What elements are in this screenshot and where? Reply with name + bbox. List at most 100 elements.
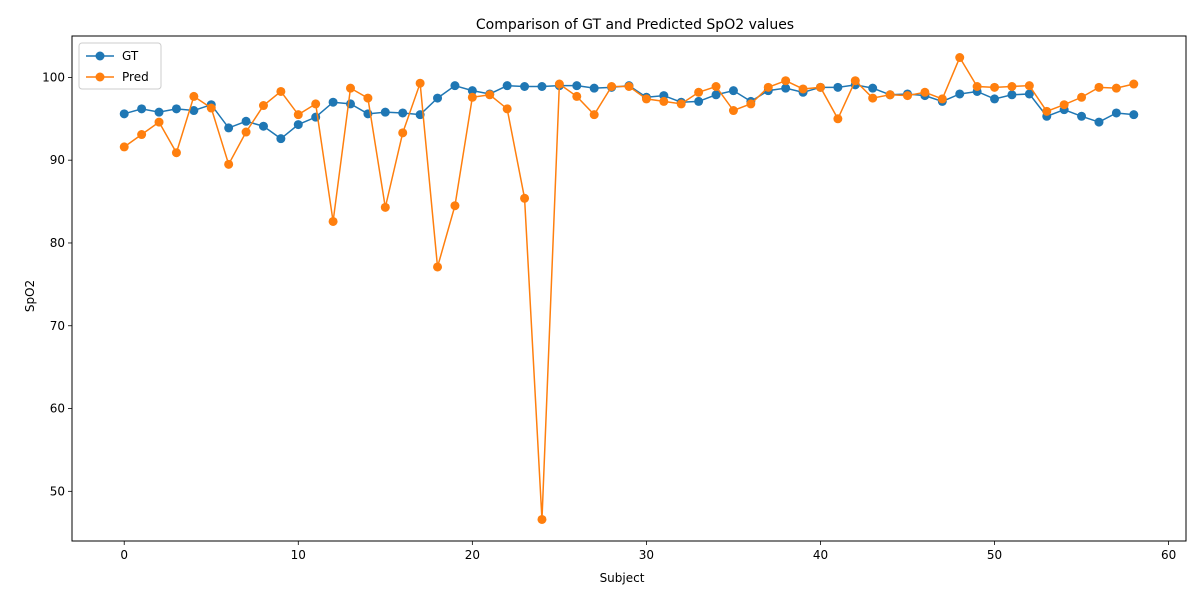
data-point — [815, 82, 825, 92]
data-point — [903, 91, 912, 101]
data-point — [119, 142, 129, 152]
data-point — [328, 216, 338, 226]
data-point — [990, 82, 1000, 92]
data-point — [781, 76, 791, 86]
x-tick-label: 40 — [813, 548, 828, 562]
legend-item: Pred — [86, 70, 149, 84]
data-point — [554, 79, 564, 89]
x-tick-label: 60 — [1161, 548, 1176, 562]
data-point — [293, 120, 303, 130]
data-point — [798, 84, 808, 94]
data-point — [1059, 100, 1069, 110]
data-point — [258, 121, 268, 131]
data-point — [380, 107, 390, 117]
data-point — [711, 82, 721, 91]
data-point — [363, 93, 373, 103]
data-point — [937, 94, 947, 104]
x-tick-label: 30 — [639, 548, 654, 562]
data-point — [328, 97, 338, 107]
data-point — [955, 53, 965, 63]
data-point — [380, 202, 390, 212]
data-point — [450, 81, 460, 91]
data-point — [572, 81, 582, 91]
plot-frame — [71, 35, 1187, 542]
data-point — [659, 96, 669, 106]
data-point — [1111, 83, 1121, 93]
data-point — [1129, 79, 1139, 89]
y-tick-label: 100 — [42, 70, 65, 84]
data-point — [589, 110, 599, 120]
y-tick-label: 70 — [50, 319, 65, 333]
data-point — [1094, 82, 1104, 92]
data-point — [171, 148, 181, 158]
legend-label: Pred — [122, 70, 149, 84]
data-point — [624, 82, 634, 91]
data-point — [920, 87, 930, 97]
y-axis: 50 60 70 80 90 100 — [42, 70, 72, 498]
data-point — [311, 99, 321, 109]
data-point — [694, 87, 704, 97]
data-point — [224, 159, 234, 169]
data-point — [676, 99, 686, 109]
legend-item: GT — [86, 49, 139, 63]
y-axis-label: SpO2 — [23, 280, 37, 312]
data-point — [154, 107, 164, 117]
legend-label: GT — [122, 49, 139, 63]
data-point — [189, 91, 199, 101]
data-point — [433, 262, 443, 272]
legend: GT Pred — [78, 42, 162, 90]
data-point — [276, 134, 286, 144]
data-point — [572, 91, 582, 101]
data-point — [1007, 90, 1017, 100]
plot-area — [119, 53, 1139, 524]
data-point — [241, 116, 251, 126]
data-point — [224, 123, 234, 133]
data-point — [1077, 111, 1087, 121]
data-point — [450, 201, 460, 211]
data-point — [746, 99, 756, 109]
data-point — [137, 104, 147, 114]
data-point — [781, 83, 791, 93]
data-point — [833, 82, 843, 92]
data-point — [955, 89, 965, 99]
data-point — [241, 127, 251, 137]
data-point — [398, 128, 408, 138]
data-point — [537, 82, 547, 91]
data-point — [189, 106, 199, 116]
data-point — [258, 101, 268, 111]
data-point — [763, 82, 773, 92]
y-tick-label: 50 — [50, 484, 65, 498]
data-point — [1129, 110, 1139, 120]
data-point — [641, 94, 651, 104]
data-point — [990, 94, 1000, 104]
data-point — [537, 514, 547, 524]
data-point — [868, 83, 878, 93]
data-point — [1094, 117, 1104, 127]
x-tick-label: 20 — [465, 548, 480, 562]
data-point — [589, 83, 599, 93]
data-point — [1077, 92, 1087, 102]
data-point — [1024, 81, 1034, 91]
data-point — [467, 86, 477, 96]
data-point — [607, 82, 617, 91]
data-point — [833, 114, 843, 124]
y-tick-label: 80 — [50, 236, 65, 250]
data-point — [502, 104, 512, 114]
data-point — [154, 117, 164, 127]
data-point — [171, 104, 181, 114]
data-point — [398, 108, 408, 118]
data-point — [293, 110, 303, 120]
data-point — [520, 82, 530, 91]
data-point — [728, 86, 738, 96]
data-point — [206, 103, 216, 113]
data-point — [868, 93, 878, 103]
data-point — [694, 96, 704, 106]
data-point — [433, 93, 443, 103]
x-axis: 0 10 20 30 40 50 60 — [120, 541, 1176, 562]
legend-marker — [95, 51, 105, 61]
data-point — [485, 90, 495, 100]
data-point — [520, 193, 530, 203]
data-point — [711, 90, 721, 100]
